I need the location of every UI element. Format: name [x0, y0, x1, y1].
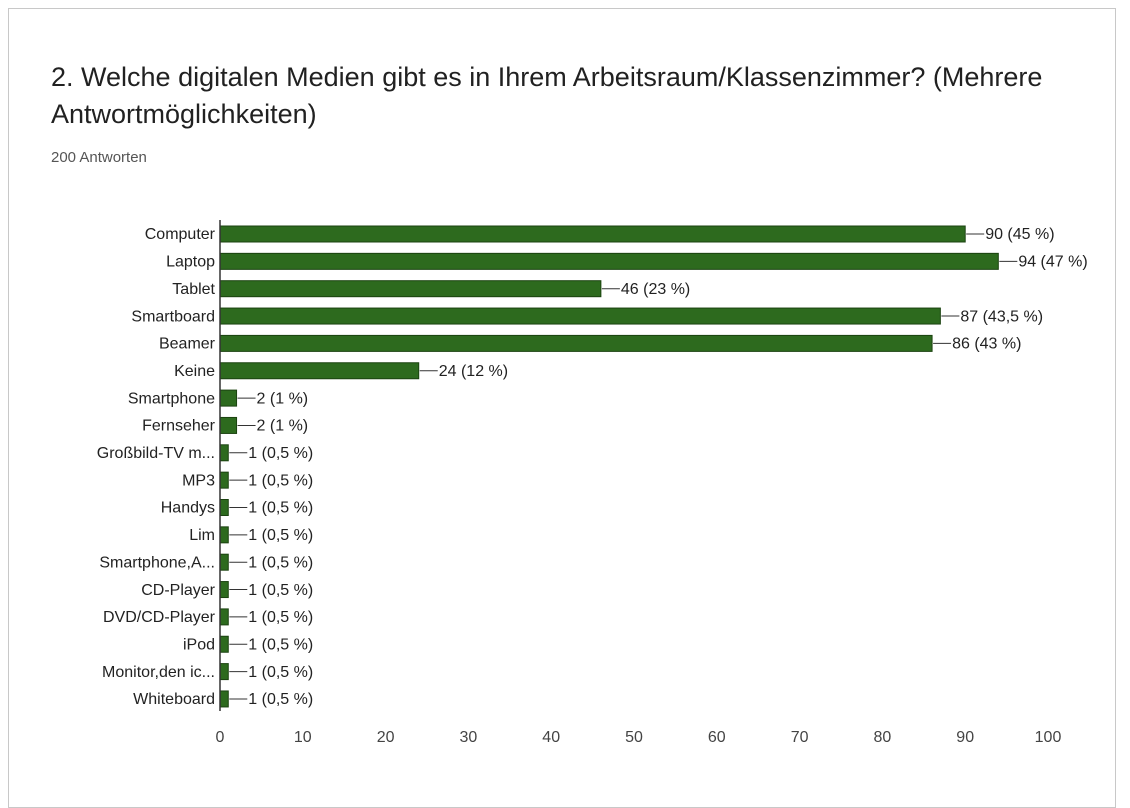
bar	[219, 444, 229, 462]
x-tick-label: 60	[708, 729, 726, 746]
y-tick-label: Laptop	[166, 254, 215, 271]
bar	[219, 362, 420, 380]
x-tick-label: 50	[625, 729, 643, 746]
y-tick-label: Monitor,den ic...	[102, 664, 215, 681]
value-label: 1 (0,5 %)	[248, 664, 313, 681]
bar	[219, 416, 238, 434]
value-label: 2 (1 %)	[257, 418, 309, 435]
y-tick-label: Lim	[189, 527, 215, 544]
x-tick-label: 90	[956, 729, 974, 746]
y-tick-label: Fernseher	[142, 418, 216, 435]
value-label: 1 (0,5 %)	[248, 445, 313, 462]
x-tick-label: 30	[460, 729, 478, 746]
y-tick-label: Keine	[174, 363, 215, 380]
bar	[219, 471, 229, 489]
value-label: 1 (0,5 %)	[248, 636, 313, 653]
y-tick-label: Großbild-TV m...	[97, 445, 215, 462]
bar	[219, 690, 229, 708]
value-label: 1 (0,5 %)	[248, 554, 313, 571]
y-tick-label: DVD/CD-Player	[103, 609, 216, 626]
bar	[219, 663, 229, 681]
bar	[219, 526, 229, 544]
bar	[219, 225, 966, 243]
x-tick-label: 40	[542, 729, 560, 746]
value-label: 94 (47 %)	[1018, 254, 1087, 271]
x-tick-label: 20	[377, 729, 395, 746]
x-tick-label: 80	[874, 729, 892, 746]
bar	[219, 280, 602, 298]
y-tick-label: Tablet	[172, 281, 215, 298]
y-tick-label: Smartphone	[128, 390, 215, 407]
chart-title: 2. Welche digitalen Medien gibt es in Ih…	[51, 62, 1043, 129]
y-tick-label: Handys	[161, 500, 215, 517]
x-tick-label: 100	[1035, 729, 1062, 746]
y-tick-label: Whiteboard	[133, 691, 215, 708]
bar	[219, 334, 933, 352]
value-label: 46 (23 %)	[621, 281, 690, 298]
y-tick-label: CD-Player	[141, 582, 215, 599]
bar	[219, 553, 229, 571]
y-tick-label: Computer	[145, 226, 216, 243]
bar	[219, 499, 229, 516]
card: 2. Welche digitalen Medien gibt es in Ih…	[8, 8, 1116, 808]
x-tick-label: 70	[791, 729, 809, 746]
value-label: 1 (0,5 %)	[248, 691, 313, 708]
bar	[219, 389, 238, 407]
value-label: 1 (0,5 %)	[248, 582, 313, 599]
chart-subtitle: 200 Antworten	[51, 149, 147, 166]
y-tick-label: MP3	[182, 472, 215, 489]
x-tick-label: 10	[294, 729, 312, 746]
value-label: 1 (0,5 %)	[248, 609, 313, 626]
y-tick-label: Smartphone,A...	[99, 554, 215, 571]
value-label: 86 (43 %)	[952, 336, 1021, 353]
bar	[219, 635, 229, 653]
value-label: 1 (0,5 %)	[248, 527, 313, 544]
y-tick-label: Beamer	[159, 336, 216, 353]
page: {"chart_data": {"type": "bar", "orientat…	[8, 8, 1116, 808]
value-label: 2 (1 %)	[257, 390, 309, 407]
x-tick-label: 0	[216, 729, 225, 746]
value-label: 90 (45 %)	[985, 226, 1054, 243]
chart: 0 10 20 30 40 50 60 70 80 90 100 Computer 90 (45 %) L…	[97, 220, 1088, 746]
value-label: 24 (12 %)	[439, 363, 508, 380]
y-tick-label: iPod	[183, 636, 215, 653]
bar	[219, 608, 229, 626]
bar	[219, 307, 941, 325]
value-label: 1 (0,5 %)	[248, 472, 313, 489]
value-label: 87 (43,5 %)	[960, 308, 1043, 325]
bar	[219, 581, 229, 599]
bar	[219, 252, 999, 270]
value-label: 1 (0,5 %)	[248, 500, 313, 517]
y-tick-label: Smartboard	[131, 308, 215, 325]
